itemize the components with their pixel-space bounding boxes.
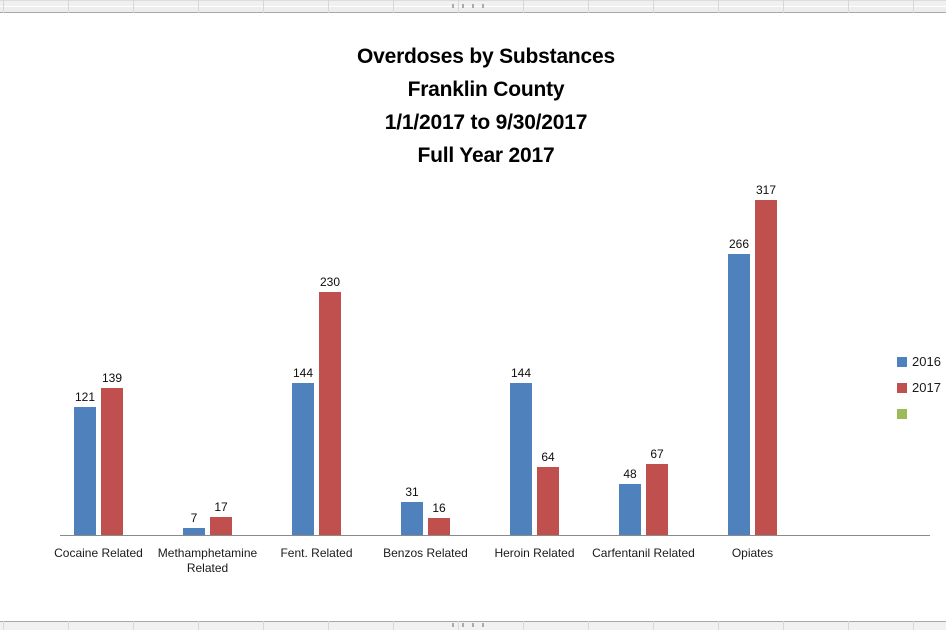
bar-value-label-2017-benzos-related: 16 — [432, 501, 446, 515]
legend-entry-2016[interactable]: 2016 — [897, 355, 941, 369]
bar-value-label-2016-fent-related: 144 — [292, 366, 314, 380]
bar-value-label-2017-methamphetamine-related: 17 — [214, 500, 228, 514]
bar-2016-opiates[interactable] — [728, 254, 750, 535]
chart-title-line-3: 1/1/2017 to 9/30/2017 — [384, 111, 588, 134]
category-label-carfentanil-related: Carfentanil Related — [592, 546, 695, 560]
bar-2017-heroin-related[interactable] — [537, 467, 559, 535]
bar-2016-methamphetamine-related[interactable] — [183, 528, 205, 535]
category-label-benzos-related: Benzos Related — [383, 546, 468, 560]
bar-2016-heroin-related[interactable] — [510, 383, 532, 535]
bar-value-label-2017-opiates: 317 — [755, 183, 777, 197]
legend-label-2017: 2017 — [912, 380, 941, 395]
bar-value-label-2016-cocaine-related: 121 — [74, 390, 96, 404]
bar-2016-benzos-related[interactable] — [401, 502, 423, 535]
legend-entry-2017[interactable]: 2017 — [897, 381, 941, 395]
legend-entry-unnamed-series[interactable] — [897, 407, 912, 421]
bar-2016-fent-related[interactable] — [292, 383, 314, 535]
bar-2017-cocaine-related[interactable] — [101, 388, 123, 535]
bar-value-label-2017-cocaine-related: 139 — [101, 371, 123, 385]
bar-value-label-2017-fent-related: 230 — [319, 275, 341, 289]
chart-title-line-2: Franklin County — [407, 78, 565, 101]
legend-swatch-2017 — [897, 383, 907, 393]
bar-value-label-2016-carfentanil-related: 48 — [623, 467, 637, 481]
chart-title[interactable]: Overdoses by Substances Franklin County … — [26, 40, 946, 172]
bar-2017-benzos-related[interactable] — [428, 518, 450, 535]
chart-title-line-1: Overdoses by Substances — [356, 45, 615, 68]
legend-swatch-2016 — [897, 357, 907, 367]
category-label-methamphetamine-related: Methamphetamine Related — [157, 546, 258, 575]
category-label-heroin-related: Heroin Related — [494, 546, 575, 560]
legend-label-2016: 2016 — [912, 354, 941, 369]
bar-2017-fent-related[interactable] — [319, 292, 341, 535]
category-label-cocaine-related: Cocaine Related — [54, 546, 143, 560]
legend-swatch-unnamed-series — [897, 409, 907, 419]
bar-value-label-2016-opiates: 266 — [728, 237, 750, 251]
bar-value-label-2017-heroin-related: 64 — [541, 450, 555, 464]
category-label-opiates: Opiates — [731, 546, 774, 560]
spreadsheet-row-strip-top — [0, 0, 946, 13]
clipped-cell-content-top — [452, 4, 490, 8]
spreadsheet-row-strip-bottom — [0, 621, 946, 630]
chart-object[interactable]: Overdoses by Substances Franklin County … — [0, 13, 946, 621]
bar-2016-cocaine-related[interactable] — [74, 407, 96, 535]
bar-value-label-2017-carfentanil-related: 67 — [650, 447, 664, 461]
clipped-cell-content-bottom — [452, 623, 490, 627]
bar-value-label-2016-benzos-related: 31 — [405, 485, 419, 499]
bar-value-label-2016-heroin-related: 144 — [510, 366, 532, 380]
x-axis-line — [60, 535, 930, 536]
bar-2017-carfentanil-related[interactable] — [646, 464, 668, 535]
category-label-fent-related: Fent. Related — [280, 546, 353, 560]
bar-2017-opiates[interactable] — [755, 200, 777, 535]
bar-value-label-2016-methamphetamine-related: 7 — [190, 511, 198, 525]
bar-2017-methamphetamine-related[interactable] — [210, 517, 232, 535]
bar-2016-carfentanil-related[interactable] — [619, 484, 641, 535]
chart-title-line-4: Full Year 2017 — [417, 144, 555, 167]
